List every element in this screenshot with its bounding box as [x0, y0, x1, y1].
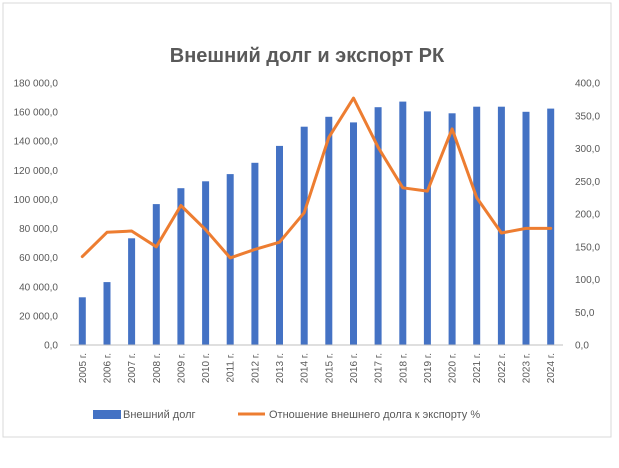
- x-tick-label: 2024 г.: [546, 353, 557, 383]
- y-left-tick-label: 80 000,0: [19, 224, 58, 235]
- x-tick-label: 2021 г.: [472, 353, 483, 383]
- x-tick-label: 2008 г.: [152, 353, 163, 383]
- bar-12: [374, 107, 382, 345]
- x-tick-label: 2017 г.: [374, 353, 385, 383]
- x-tick-label: 2007 г.: [127, 353, 138, 383]
- ratio-line: [80, 96, 553, 260]
- legend: Внешний долг Отношение внешнего долга к …: [93, 409, 480, 421]
- axes: 0,0 20 000,0 40 000,0 60 000,0 80 000,0 100 0…: [14, 79, 601, 384]
- legend-swatch-debt: [93, 410, 121, 419]
- bar-5: [202, 181, 210, 346]
- line-series: [80, 96, 553, 260]
- bar-17: [497, 106, 505, 345]
- x-tick-label: 2019 г.: [423, 353, 434, 383]
- x-tick-label: 2010 г.: [201, 353, 212, 383]
- bar-16: [473, 106, 481, 345]
- x-tick-label: 2020 г.: [448, 353, 459, 383]
- x-tick-label: 2022 г.: [497, 353, 508, 383]
- bar-2: [128, 238, 136, 345]
- y-right-tick-label: 50,0: [575, 308, 595, 319]
- bar-9: [300, 126, 308, 345]
- x-tick-label: 2011 г.: [226, 353, 237, 383]
- bar-series: [78, 101, 555, 346]
- y-right-tick-label: 0,0: [575, 341, 589, 352]
- y-right-tick-label: 250,0: [575, 177, 600, 188]
- y-left-tick-label: 120 000,0: [14, 166, 59, 177]
- bar-6: [226, 174, 234, 345]
- y-right-tick-label: 300,0: [575, 144, 600, 155]
- bar-4: [177, 188, 185, 345]
- x-tick-label: 2014 г.: [300, 353, 311, 383]
- legend-label-ratio: Отношение внешнего долга к экспорту %: [269, 409, 480, 421]
- y-left-tick-label: 20 000,0: [19, 311, 58, 322]
- bar-8: [276, 145, 283, 345]
- x-tick-label: 2018 г.: [398, 353, 409, 383]
- x-tick-label: 2015 г.: [324, 353, 335, 383]
- x-tick-label: 2012 г.: [250, 353, 261, 383]
- x-tick-label: 2009 г.: [176, 353, 187, 383]
- bar-11: [350, 122, 357, 346]
- bar-3: [152, 204, 160, 345]
- bar-14: [423, 111, 431, 346]
- y-left-tick-label: 180 000,0: [14, 79, 59, 90]
- x-tick-label: 2006 г.: [103, 353, 114, 383]
- bar-1: [103, 282, 111, 345]
- x-tick-label: 2023 г.: [522, 353, 533, 383]
- y-left-tick-label: 100 000,0: [14, 195, 59, 206]
- bar-19: [547, 108, 555, 345]
- y-left-tick-label: 40 000,0: [19, 282, 58, 293]
- y-right-tick-label: 200,0: [575, 210, 600, 221]
- y-left-tick-label: 140 000,0: [14, 137, 59, 148]
- y-left-tick-label: 0,0: [44, 341, 58, 352]
- y-left-tick-label: 160 000,0: [14, 108, 59, 119]
- y-right-tick-label: 150,0: [575, 242, 600, 253]
- x-tick-label: 2016 г.: [349, 353, 360, 383]
- legend-label-debt: Внешний долг: [123, 409, 196, 421]
- bar-10: [325, 116, 333, 345]
- x-tick-label: 2013 г.: [275, 353, 286, 383]
- y-right-tick-label: 400,0: [575, 79, 600, 90]
- y-right-tick-label: 100,0: [575, 275, 600, 286]
- bar-13: [399, 101, 407, 345]
- x-tick-label: 2005 г.: [78, 353, 89, 383]
- y-left-tick-label: 60 000,0: [19, 253, 58, 264]
- bar-0: [78, 297, 86, 345]
- chart-title: Внешний долг и экспорт РК: [170, 45, 445, 67]
- bar-7: [251, 162, 259, 345]
- y-right-tick-label: 350,0: [575, 111, 600, 122]
- bar-15: [448, 113, 456, 345]
